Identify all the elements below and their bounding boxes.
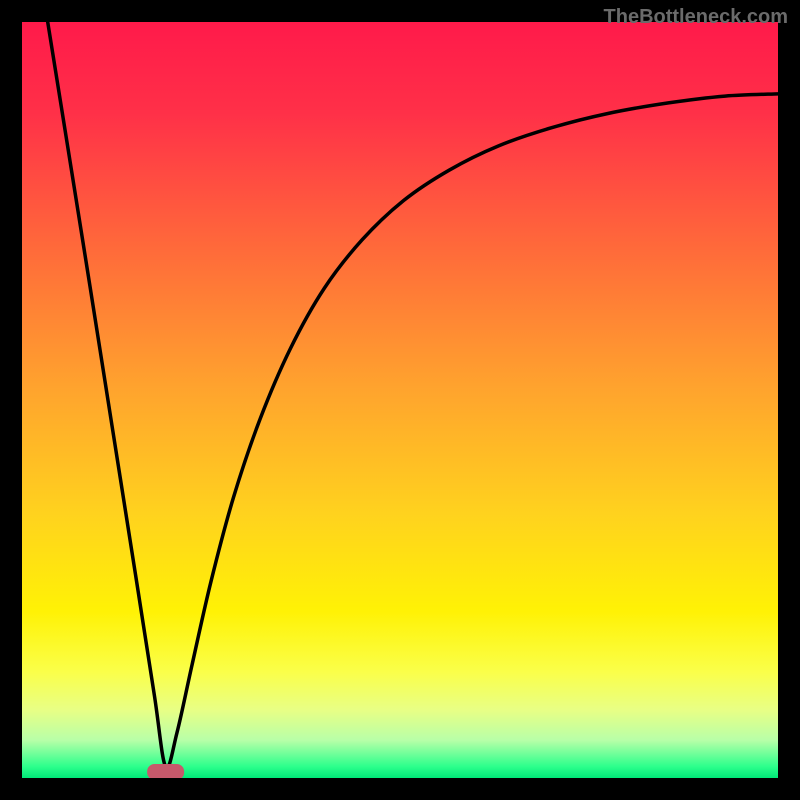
bottleneck-chart: TheBottleneck.com: [0, 0, 800, 800]
optimum-marker: [148, 764, 184, 779]
chart-svg: [0, 0, 800, 800]
gradient-background: [22, 22, 778, 778]
watermark-text: TheBottleneck.com: [604, 6, 788, 29]
